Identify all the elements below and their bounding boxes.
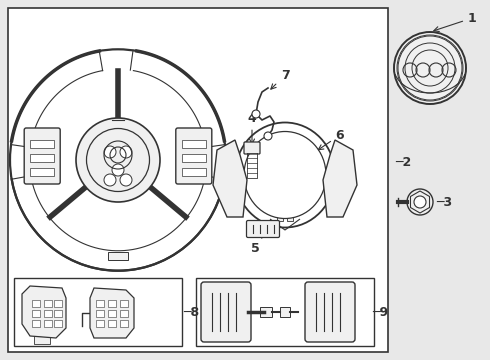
Bar [44,300,52,307]
Bar [277,213,283,221]
Bar [108,310,116,317]
Bar [182,154,206,162]
Bar [196,278,374,346]
Bar [54,320,62,327]
Text: 6: 6 [318,129,344,150]
Circle shape [414,196,426,208]
Text: ─3: ─3 [436,195,452,208]
Text: 7: 7 [271,68,290,89]
Text: 4: 4 [247,112,256,144]
Bar [44,310,52,317]
Text: 5: 5 [250,233,262,255]
Bar [32,310,40,317]
Bar [14,278,182,346]
Bar [108,252,128,260]
FancyBboxPatch shape [24,128,60,184]
Polygon shape [22,286,66,338]
Circle shape [104,174,116,186]
Circle shape [120,174,132,186]
Bar [30,154,54,162]
Bar [96,320,104,327]
Polygon shape [323,140,357,217]
Polygon shape [213,140,247,217]
Bar [120,320,128,327]
Bar [120,300,128,307]
Text: 1: 1 [434,12,477,32]
FancyBboxPatch shape [201,282,251,342]
Text: ─9: ─9 [372,306,388,319]
FancyBboxPatch shape [176,128,212,184]
Bar [34,336,50,344]
Bar [54,300,62,307]
Bar [260,307,272,317]
Bar [182,168,206,176]
Circle shape [104,146,116,158]
Bar [30,168,54,176]
FancyBboxPatch shape [246,220,279,238]
Text: ─8: ─8 [183,306,199,319]
Bar [54,310,62,317]
FancyBboxPatch shape [244,142,260,154]
Bar [96,300,104,307]
Bar [44,320,52,327]
Circle shape [120,146,132,158]
Bar [32,320,40,327]
FancyBboxPatch shape [73,323,83,333]
Ellipse shape [394,32,466,104]
Circle shape [252,110,260,118]
Bar [32,300,40,307]
Polygon shape [90,288,134,338]
Text: ─2: ─2 [395,156,411,168]
Bar [120,310,128,317]
Ellipse shape [244,131,326,219]
Bar [280,307,290,317]
Bar [287,213,293,221]
Circle shape [112,164,124,176]
FancyBboxPatch shape [305,282,355,342]
Bar [96,310,104,317]
Bar [108,320,116,327]
Bar [8,8,388,352]
Circle shape [264,132,272,140]
Bar [108,300,116,307]
Bar [30,140,54,148]
Circle shape [407,189,433,215]
Bar [182,140,206,148]
Ellipse shape [76,118,160,202]
